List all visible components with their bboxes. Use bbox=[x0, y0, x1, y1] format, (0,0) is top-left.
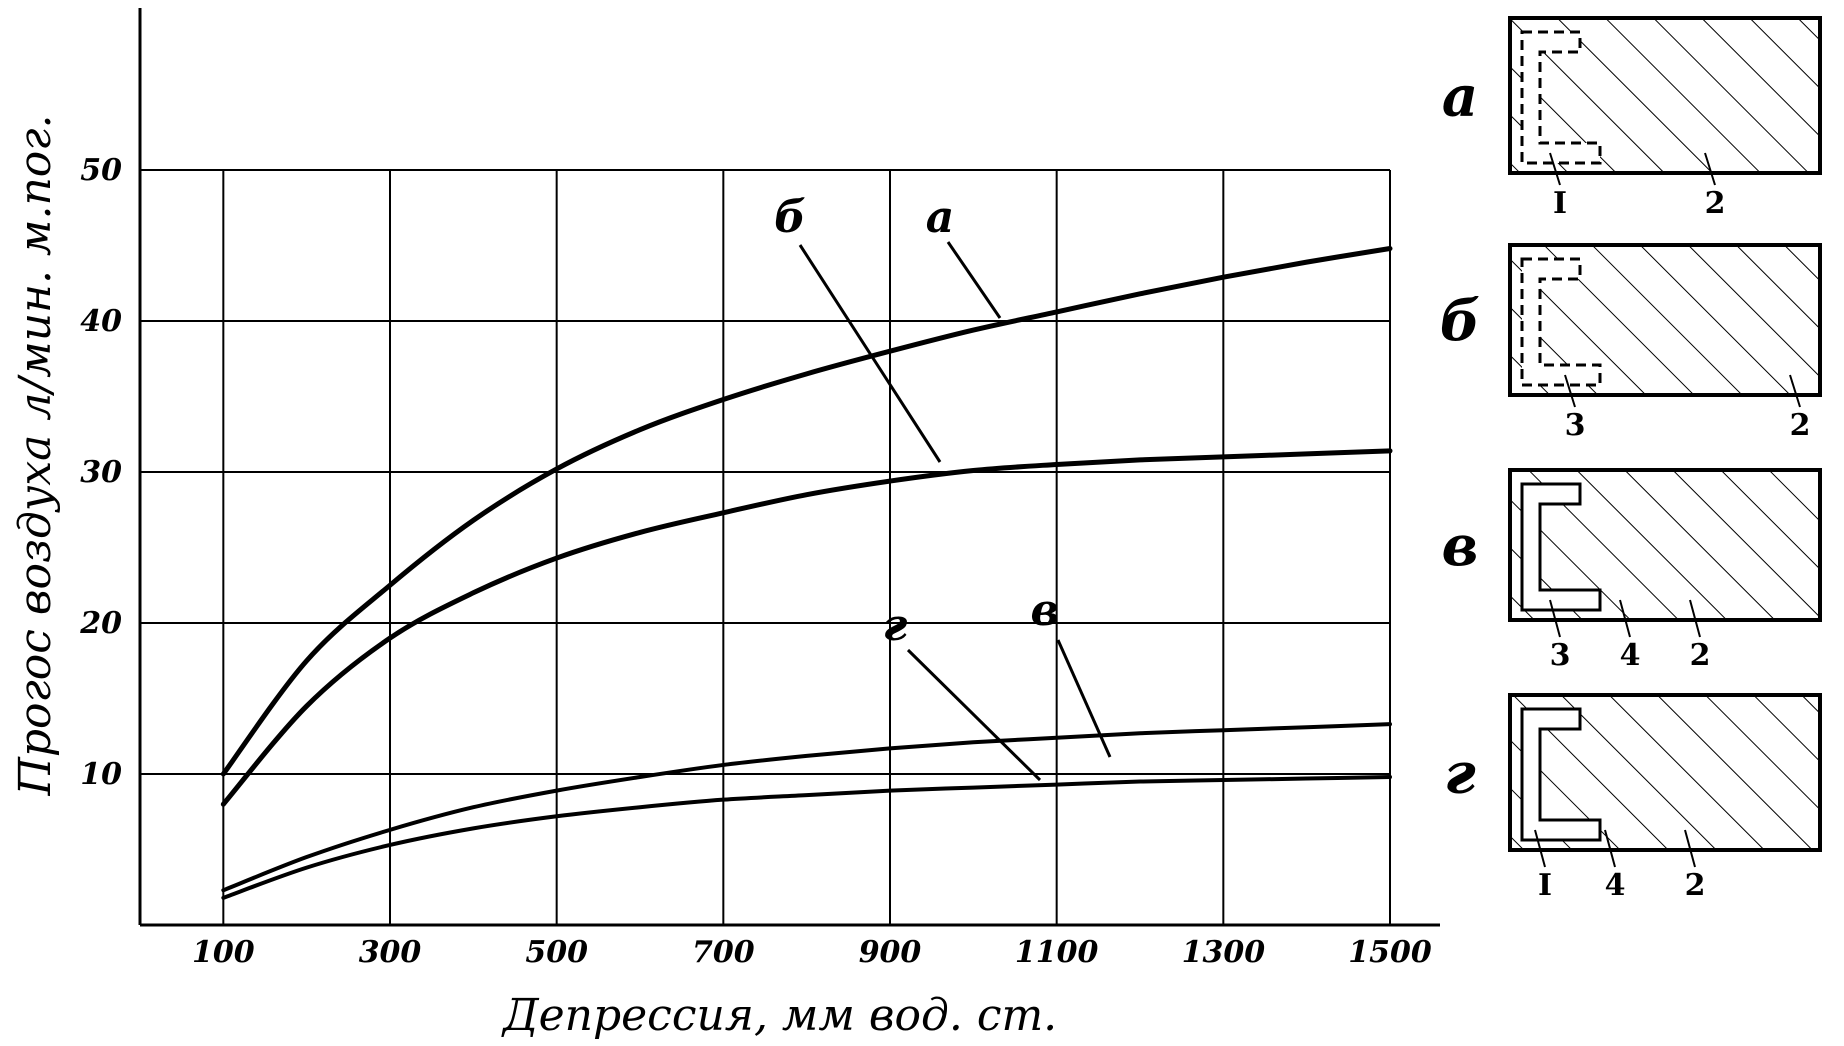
callout-leader bbox=[1549, 599, 1561, 638]
callout-number: 3 bbox=[1565, 408, 1586, 443]
x-tick-label: 700 bbox=[692, 935, 755, 970]
x-tick-label: 100 bbox=[192, 935, 255, 970]
callout-number: 2 bbox=[1690, 638, 1711, 673]
chart-tick-labels: 100 300 500 700 900 1100 1300 1500 10 20 30 40 50 bbox=[79, 153, 1432, 970]
series-label: б bbox=[774, 192, 806, 243]
cross-section-panel: а I 2 bbox=[1442, 16, 1822, 221]
series-line-2 bbox=[220, 448, 1393, 807]
callout-leader bbox=[1684, 829, 1696, 868]
seal-profile bbox=[1520, 257, 1602, 387]
y-tick-label: 20 bbox=[79, 606, 122, 641]
chart-area: 100 300 500 700 900 1100 1300 1500 10 20 30 40 50 а б… bbox=[79, 8, 1440, 970]
y-tick-label: 30 bbox=[80, 455, 122, 490]
callout-number: 2 bbox=[1685, 868, 1706, 903]
seal-profile bbox=[1520, 707, 1602, 842]
y-tick-label: 50 bbox=[80, 153, 122, 188]
y-tick-label: 40 bbox=[80, 304, 122, 339]
callout-leader bbox=[1549, 152, 1561, 186]
x-tick-label: 1100 bbox=[1015, 935, 1099, 970]
series-line-4 bbox=[221, 775, 1392, 900]
series-line-3 bbox=[221, 722, 1392, 893]
series-label: а bbox=[926, 192, 955, 243]
x-tick-label: 900 bbox=[859, 935, 922, 970]
x-tick-label: 1500 bbox=[1348, 935, 1432, 970]
cross-section-panel: г I 4 2 bbox=[1444, 693, 1822, 903]
panel-letter: г bbox=[1444, 741, 1476, 807]
series-label-leader bbox=[906, 648, 1042, 782]
series-label: в bbox=[1031, 585, 1060, 636]
callout-leader bbox=[1534, 829, 1546, 868]
callout-number: I bbox=[1538, 868, 1552, 903]
x-tick-label: 300 bbox=[359, 935, 422, 970]
x-tick-label: 1300 bbox=[1182, 935, 1266, 970]
cross-section-panel: б 3 2 bbox=[1440, 243, 1822, 443]
callout-leader bbox=[1564, 374, 1576, 408]
chart-series bbox=[220, 246, 1393, 900]
callout-number: 2 bbox=[1790, 408, 1811, 443]
panel-letter: а bbox=[1442, 64, 1478, 130]
callout-number: 2 bbox=[1705, 186, 1726, 221]
y-tick-label: 10 bbox=[80, 757, 122, 792]
callout-leader bbox=[1689, 599, 1701, 638]
callout-number: I bbox=[1553, 186, 1567, 221]
chart-axes bbox=[138, 8, 1440, 927]
series-label: г bbox=[883, 600, 908, 651]
series-label-leader bbox=[798, 244, 942, 463]
cross-section-panel: в 3 4 2 bbox=[1442, 468, 1822, 673]
y-axis-title: Прогос воздуха л/мин. м.пог. bbox=[10, 114, 61, 796]
series-label-leader bbox=[1056, 639, 1112, 758]
series-label-leader bbox=[946, 241, 1002, 319]
callout-number: 4 bbox=[1620, 638, 1641, 673]
seal-profile bbox=[1520, 30, 1602, 165]
callout-leader bbox=[1604, 829, 1616, 868]
callout-number: 3 bbox=[1550, 638, 1571, 673]
chart-series-labels: а б в г bbox=[774, 192, 1112, 782]
series-line-1 bbox=[220, 246, 1393, 777]
panel-letter: б bbox=[1440, 288, 1480, 354]
x-axis-title: Депрессия, мм вод. ст. bbox=[501, 990, 1057, 1041]
x-tick-label: 500 bbox=[525, 935, 588, 970]
cross-section-panels: а I 2 б 3 2 в 3 4 2 г I 4 2 bbox=[1440, 16, 1822, 903]
panel-letter: в bbox=[1442, 513, 1479, 579]
callout-leader bbox=[1704, 152, 1716, 186]
callout-leader bbox=[1789, 374, 1801, 408]
callout-number: 4 bbox=[1605, 868, 1626, 903]
seal-profile bbox=[1520, 482, 1602, 612]
callout-leader bbox=[1619, 599, 1631, 638]
chart-grid bbox=[140, 169, 1391, 925]
